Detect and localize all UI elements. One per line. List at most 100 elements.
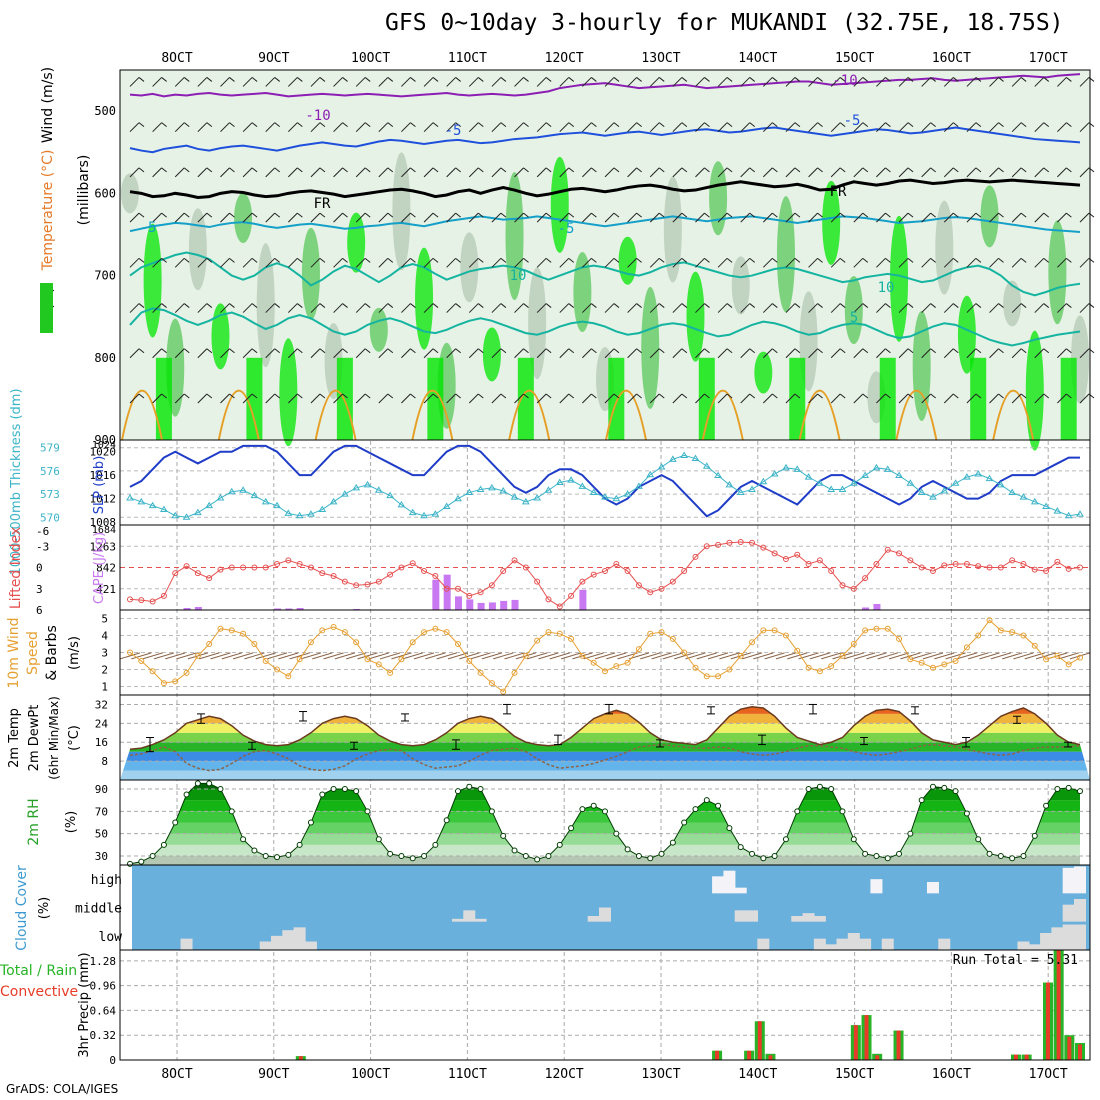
wind-barb — [401, 212, 411, 223]
wind-barb — [425, 652, 446, 660]
wind-barb — [943, 257, 954, 268]
rh-point — [240, 836, 247, 843]
wind-barb — [251, 348, 258, 354]
wind-barb — [591, 122, 597, 128]
li-point — [228, 564, 235, 571]
wind-barb — [1066, 257, 1072, 263]
rh-point — [862, 850, 869, 857]
cloud-cell — [599, 907, 611, 922]
wind-barb — [921, 393, 932, 404]
cape-bar — [274, 608, 282, 610]
wind-barb — [1043, 257, 1050, 263]
wind-barb — [342, 167, 348, 173]
top-day-label: 15OCT — [835, 51, 874, 66]
precip-conv-bar — [1013, 1054, 1018, 1060]
wind-barb — [559, 122, 570, 133]
cape-bar — [579, 589, 587, 610]
wind-speed-point — [1077, 654, 1083, 661]
wind-barb — [681, 257, 688, 263]
isotherm-loop — [992, 389, 1035, 441]
wind-barb — [568, 122, 575, 128]
wind-barb — [142, 652, 163, 660]
wind-barb — [604, 167, 615, 178]
wind-barb — [242, 257, 253, 268]
wind-barb — [206, 212, 213, 218]
wind-barb — [423, 167, 434, 178]
rh-blob — [121, 173, 139, 214]
wind-barb — [265, 257, 276, 268]
wind-barb — [839, 212, 846, 218]
wind-barb — [446, 77, 457, 87]
wind-speed-point — [409, 639, 416, 646]
wind-barb — [523, 348, 529, 354]
thickness-point — [340, 490, 349, 497]
bottom-day-label: 17OCT — [1029, 1067, 1068, 1082]
wind-barb — [1034, 167, 1045, 178]
wind-barb — [174, 303, 185, 313]
wind-barb — [930, 77, 936, 82]
wind-barb — [197, 122, 208, 133]
li-point — [613, 560, 620, 567]
wind-speed-point — [669, 635, 676, 642]
wind-barb — [681, 212, 688, 218]
wind-barb — [342, 303, 348, 308]
wind-barb — [695, 257, 705, 268]
wind-barb — [817, 167, 823, 173]
wind-barb — [432, 77, 439, 82]
li-point — [534, 578, 541, 585]
temp-tick: 8 — [101, 755, 108, 768]
wind-barb — [523, 393, 529, 399]
wind-barb — [129, 393, 140, 404]
precip-conv-bar — [864, 1015, 869, 1060]
wind-barb — [695, 167, 705, 178]
wind-speed-point — [647, 630, 654, 637]
wind-barb — [1020, 167, 1027, 173]
wind-barb — [174, 348, 185, 359]
wind-barb — [785, 77, 796, 87]
wind-barb — [695, 303, 705, 313]
wind-barb — [922, 652, 944, 660]
wind-barb — [523, 122, 529, 128]
temperature-axis-label: Temperature (°C) — [40, 150, 56, 272]
wind-barb — [853, 303, 864, 313]
wind-barb — [161, 167, 167, 173]
thickness-point — [714, 471, 722, 479]
wind-barb — [423, 257, 434, 268]
thickness-point — [431, 510, 440, 517]
rh-column — [517, 357, 534, 440]
wind-barb — [839, 257, 846, 263]
wind-barb — [704, 303, 710, 308]
wind-barb — [220, 77, 230, 87]
rh-band — [130, 833, 1080, 845]
wind-barb — [319, 257, 326, 263]
wind-barb — [989, 257, 999, 268]
wind-barb — [930, 212, 936, 218]
thickness-point — [1030, 497, 1039, 505]
thickness-point — [804, 473, 813, 480]
wind-barb — [591, 303, 597, 308]
wind-barb — [310, 393, 321, 404]
wind-barb — [536, 77, 547, 87]
wind-barb — [966, 167, 977, 178]
li-point — [929, 568, 936, 575]
wind-barb — [681, 122, 688, 128]
wind-barb — [152, 348, 162, 359]
wind-barb — [197, 303, 208, 313]
wind-barb — [206, 348, 213, 354]
wind-speed-point — [975, 632, 982, 639]
wind-barb — [183, 257, 190, 263]
wind-barb — [1020, 77, 1027, 82]
wind-barb — [251, 167, 258, 173]
wind-barb — [229, 348, 235, 354]
li-point — [240, 564, 247, 571]
wind-speed-point — [579, 652, 586, 659]
wind-speed-point — [364, 656, 371, 663]
wind-speed-point — [760, 627, 767, 634]
li-point — [782, 556, 789, 562]
rh-point — [873, 853, 880, 860]
wind-barb — [772, 167, 778, 173]
wind-barb — [695, 393, 705, 404]
wind-barb — [627, 257, 637, 268]
wind-barb — [138, 257, 145, 263]
slp-tick: 1012 — [90, 493, 117, 506]
